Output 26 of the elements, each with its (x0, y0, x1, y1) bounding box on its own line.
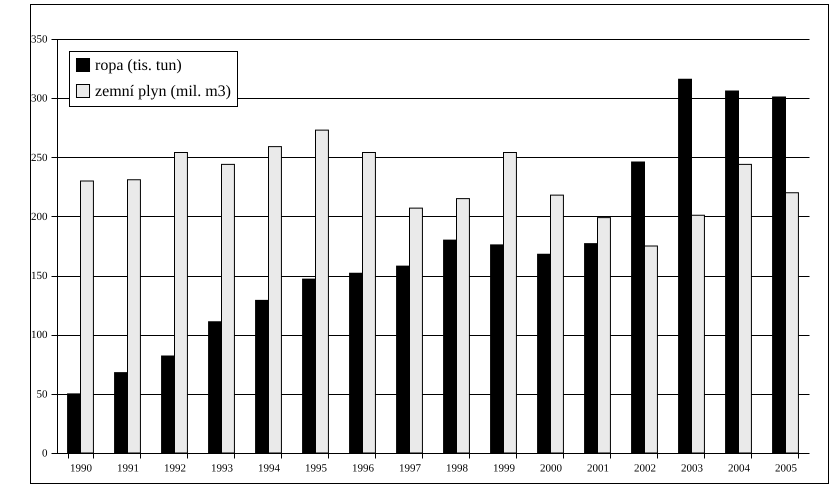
y-tick-label: 0 (42, 448, 48, 460)
x-tick-label: 2001 (587, 462, 609, 474)
legend-label: zemní plyn (mil. m3) (95, 83, 231, 100)
x-tick-label: 1997 (399, 462, 422, 474)
y-tick-label: 200 (31, 210, 48, 223)
y-tick-label: 250 (31, 152, 48, 164)
x-tick-label: 1995 (305, 462, 328, 474)
legend-label: ropa (tis. tun) (95, 57, 182, 74)
x-tick-label: 1991 (117, 462, 139, 474)
y-tick-label: 300 (31, 92, 48, 105)
x-tick-label: 2004 (728, 462, 750, 474)
x-tick-label: 1996 (352, 462, 374, 474)
x-tick-label: 1993 (211, 462, 234, 474)
x-tick-label: 2000 (540, 462, 562, 474)
y-tick-label: 150 (31, 270, 48, 282)
x-tick-label: 1992 (164, 462, 186, 474)
x-tick-label: 1994 (258, 462, 280, 474)
y-tick-label: 350 (31, 34, 48, 46)
x-tick-label: 1990 (70, 462, 92, 474)
x-tick-label: 2002 (634, 462, 656, 474)
x-tick-label: 2003 (681, 462, 704, 474)
y-tick-label: 100 (31, 329, 48, 342)
x-tick-label: 1999 (493, 462, 516, 474)
x-tick-label: 2005 (775, 462, 798, 474)
y-tick-label: 50 (36, 388, 48, 400)
x-tick-label: 1998 (446, 462, 468, 474)
